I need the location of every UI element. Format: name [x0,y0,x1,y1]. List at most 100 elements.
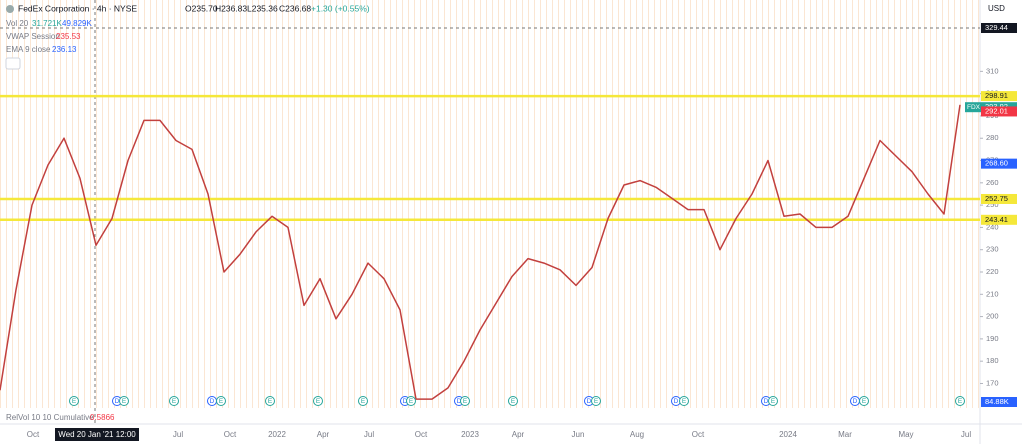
x-tick-label: 2023 [461,430,479,439]
x-tick-label: Aug [630,430,644,439]
logo [6,5,14,13]
change: +1.30 (+0.55%) [311,3,370,13]
ind-value: 0.5866 [90,413,115,422]
x-tick-label: May [898,430,913,439]
event-marker [313,396,323,406]
y-tick-label: 180 [986,356,999,365]
ema-tag-label: 268.60 [985,159,1008,168]
event-label: E [511,398,516,405]
y-tick-label: 250 [986,200,999,209]
level-tag [981,214,1017,225]
level-tag-label: 298.91 [985,91,1008,100]
x-tick-label: Oct [415,430,428,439]
event-marker [859,396,869,406]
event-label: D [210,398,215,405]
y-tick-label: 210 [986,289,999,298]
x-tick-label: 2022 [268,430,286,439]
event-label: E [361,398,366,405]
ind-value: 235.53 [56,32,81,41]
event-marker [768,396,778,406]
x-tick-label: Jul [173,430,183,439]
event-label: E [72,398,77,405]
symbol: FedEx Corporation · 4h · NYSE [18,3,137,13]
ind-value: 31.721K [32,19,62,28]
event-marker [679,396,689,406]
event-label: E [122,398,127,405]
x-tick-label: Jun [572,430,585,439]
y-tick-label: 220 [986,267,999,276]
ohlc: C236.68 [279,3,311,13]
price-line [0,104,961,400]
level-tag [981,193,1017,204]
event-label: E [862,398,867,405]
event-marker [119,396,129,406]
currency[interactable]: USD [988,4,1005,13]
event-label: E [316,398,321,405]
event-label: E [409,398,414,405]
event-label: D [674,398,679,405]
y-tick-label: 310 [986,66,999,75]
level-tag [981,91,1017,102]
event-marker [265,396,275,406]
x-tick-label: Wed 20 Jan '21 12:00 [58,430,136,439]
event-marker [460,396,470,406]
event-marker [508,396,518,406]
crosshair-tag-label: 329.44 [985,23,1008,32]
symbol-tag-label: FDX [967,104,981,111]
x-tick-label: Apr [317,430,330,439]
x-tick-label: Oct [224,430,237,439]
event-marker [358,396,368,406]
volume-tag [981,397,1017,407]
event-marker [955,396,965,406]
ind-name: RelVol 10 10 Cumulative [6,413,94,422]
event-label: E [219,398,224,405]
ema-tag [981,158,1017,169]
symbol-tag [965,102,981,113]
crosshair-x-tag [55,428,139,441]
x-tick-label: Apr [512,430,525,439]
x-tick-label: Oct [27,430,40,439]
event-marker [216,396,226,406]
crosshair-tag [981,23,1017,34]
event-marker [69,396,79,406]
close-tag-label: 292.01 [985,106,1008,115]
x-tick-label: Mar [838,430,852,439]
event-label: D [853,398,858,405]
ind-name: EMA 9 close [6,45,51,54]
event-marker [169,396,179,406]
y-tick-label: 260 [986,178,999,187]
ind-value: 49.829K [62,19,92,28]
event-label: E [682,398,687,405]
level-tag-label: 243.41 [985,215,1008,224]
event-label: E [172,398,177,405]
ind-value: 236.13 [52,45,77,54]
y-tick-label: 280 [986,133,999,142]
ohlc: H236.83 [215,3,247,13]
ind-name: Vol 20 [6,19,29,28]
session-bg [0,0,980,408]
event-label: E [268,398,273,405]
y-tick-label: 240 [986,222,999,231]
x-tick-label: Oct [692,430,705,439]
event-label: D [457,398,462,405]
y-tick-label: 190 [986,334,999,343]
legend: FedEx Corporation · 4h · NYSE O235.70 H2… [5,3,1005,422]
event-label: D [764,398,769,405]
close-tag [981,106,1017,117]
ohlc: O235.70 [185,3,218,13]
x-tick-label: 2024 [779,430,797,439]
collapse-button[interactable] [5,57,21,70]
y-tick-label: 170 [986,378,999,387]
event-label: E [463,398,468,405]
event-label: D [403,398,408,405]
ohlc: L235.36 [247,3,278,13]
event-marker [406,396,416,406]
level-tag-label: 252.75 [985,194,1008,203]
event-label: E [771,398,776,405]
event-marker [591,396,601,406]
event-label: D [115,398,120,405]
y-tick-label: 230 [986,245,999,254]
event-label: D [587,398,592,405]
y-tick-label: 200 [986,312,999,321]
